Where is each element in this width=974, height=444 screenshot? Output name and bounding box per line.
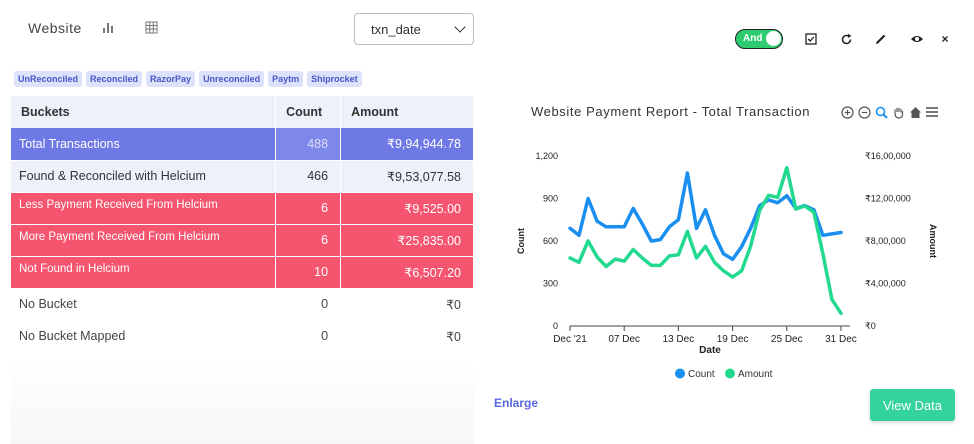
date-field-select[interactable]: txn_date — [354, 13, 474, 45]
bucket-count: 466 — [275, 160, 342, 193]
legend-marker-count — [675, 368, 685, 379]
payment-line-chart: Dec '21 07 Dec 13 Dec 19 Dec 25 Dec 31 Dec 0 30… — [516, 151, 938, 380]
view-data-button[interactable]: View Data — [870, 389, 955, 421]
eye-icon[interactable] — [909, 31, 925, 47]
legend-marker-amount — [725, 368, 735, 379]
y-tick-label: 900 — [543, 194, 558, 204]
legend-label: Amount — [738, 369, 773, 380]
bucket-count: 0 — [275, 320, 342, 353]
series-line-amount — [568, 165, 843, 316]
tag-razorpay[interactable]: RazorPay — [146, 71, 196, 87]
table-row[interactable]: Found & Reconciled with Helcium 466 ₹9,5… — [11, 160, 474, 193]
bucket-amount: ₹6,507.20 — [340, 256, 474, 289]
table-row[interactable]: More Payment Received From Helcium 6 ₹25… — [11, 224, 474, 257]
bucket-amount: ₹0 — [340, 288, 474, 321]
menu-icon[interactable] — [925, 105, 939, 119]
table-row[interactable]: Total Transactions 488 ₹9,94,944.78 — [11, 128, 474, 161]
y2-axis-title: Amount — [928, 224, 938, 258]
y2-tick-label: ₹0 — [865, 321, 876, 331]
legend-label: Count — [688, 369, 715, 380]
col-header-buckets: Buckets — [11, 96, 277, 128]
x-axis-title: Date — [699, 345, 721, 356]
y-tick-label: 0 — [553, 321, 558, 331]
date-field-value: txn_date — [371, 21, 421, 37]
zoom-in-icon[interactable] — [840, 105, 854, 119]
refresh-icon[interactable] — [838, 31, 854, 47]
y-axis-title: Count — [516, 228, 526, 254]
x-tick-label: 19 Dec — [717, 334, 749, 345]
y2-tick-label: ₹4,00,000 — [865, 279, 906, 289]
checkbox-icon[interactable] — [803, 31, 819, 47]
pencil-icon[interactable] — [873, 31, 889, 47]
chevron-down-icon — [454, 21, 466, 33]
col-header-count: Count — [275, 96, 342, 128]
table-row[interactable]: No Bucket 0 ₹0 — [11, 288, 474, 321]
y-tick-label: 600 — [543, 236, 558, 246]
bucket-count: 6 — [275, 224, 342, 257]
table-footer-area — [11, 360, 474, 444]
zoom-select-icon[interactable] — [874, 105, 888, 119]
zoom-out-icon[interactable] — [857, 105, 871, 119]
table-header-row: Buckets Count Amount — [11, 96, 474, 128]
chart-toolbar — [840, 105, 939, 119]
y-tick-label: 1,200 — [535, 151, 558, 161]
toggle-label: And — [743, 33, 763, 44]
col-header-amount: Amount — [340, 96, 474, 128]
table-row[interactable]: Not Found in Helcium 10 ₹6,507.20 — [11, 256, 474, 289]
bucket-name: Not Found in Helcium — [11, 256, 277, 289]
bucket-name: Found & Reconciled with Helcium — [11, 160, 277, 193]
table-grid-icon[interactable] — [143, 19, 159, 35]
buckets-table: Buckets Count Amount Total Transactions … — [11, 96, 474, 353]
table-row[interactable]: Less Payment Received From Helcium 6 ₹9,… — [11, 192, 474, 225]
bucket-name: More Payment Received From Helcium — [11, 224, 277, 257]
enlarge-link[interactable]: Enlarge — [494, 396, 539, 410]
bucket-name: No Bucket — [11, 288, 277, 321]
home-reset-icon[interactable] — [908, 105, 922, 119]
y-tick-label: 300 — [543, 279, 558, 289]
bucket-count: 0 — [275, 288, 342, 321]
bucket-name: Less Payment Received From Helcium — [11, 192, 277, 225]
bucket-amount: ₹25,835.00 — [340, 224, 474, 257]
tag-unreconciled-2[interactable]: Unreconciled — [199, 71, 265, 87]
y2-tick-label: ₹8,00,000 — [865, 236, 906, 246]
bar-chart-icon[interactable] — [100, 19, 116, 35]
bucket-amount: ₹9,94,944.78 — [340, 128, 474, 161]
tag-unreconciled[interactable]: UnReconciled — [14, 71, 83, 87]
tag-reconciled[interactable]: Reconciled — [86, 71, 143, 87]
bucket-amount: ₹9,53,077.58 — [340, 160, 474, 193]
filter-tags: UnReconciled Reconciled RazorPay Unrecon… — [14, 71, 362, 87]
x-tick-label: 07 Dec — [608, 334, 640, 345]
tag-shiprocket[interactable]: Shiprocket — [307, 71, 362, 87]
tag-paytm[interactable]: Paytm — [268, 71, 304, 87]
x-tick-label: 31 Dec — [825, 334, 857, 345]
report-title: Website — [28, 20, 82, 36]
pan-hand-icon[interactable] — [891, 105, 905, 119]
close-icon[interactable]: × — [941, 32, 949, 46]
x-tick-label: Dec '21 — [553, 334, 587, 345]
bucket-count: 10 — [275, 256, 342, 289]
bucket-name: Total Transactions — [11, 128, 277, 161]
y2-tick-label: ₹12,00,000 — [865, 194, 911, 204]
bucket-count: 488 — [275, 128, 342, 161]
x-tick-label: 25 Dec — [771, 334, 803, 345]
bucket-count: 6 — [275, 192, 342, 225]
and-or-toggle[interactable]: And — [735, 29, 783, 49]
bucket-amount: ₹0 — [340, 320, 474, 353]
table-row[interactable]: No Bucket Mapped 0 ₹0 — [11, 320, 474, 353]
bucket-name: No Bucket Mapped — [11, 320, 277, 353]
y2-tick-label: ₹16,00,000 — [865, 151, 911, 161]
toggle-knob — [766, 31, 781, 46]
chart-title: Website Payment Report - Total Transacti… — [531, 104, 811, 119]
bucket-amount: ₹9,525.00 — [340, 192, 474, 225]
x-tick-label: 13 Dec — [663, 334, 695, 345]
